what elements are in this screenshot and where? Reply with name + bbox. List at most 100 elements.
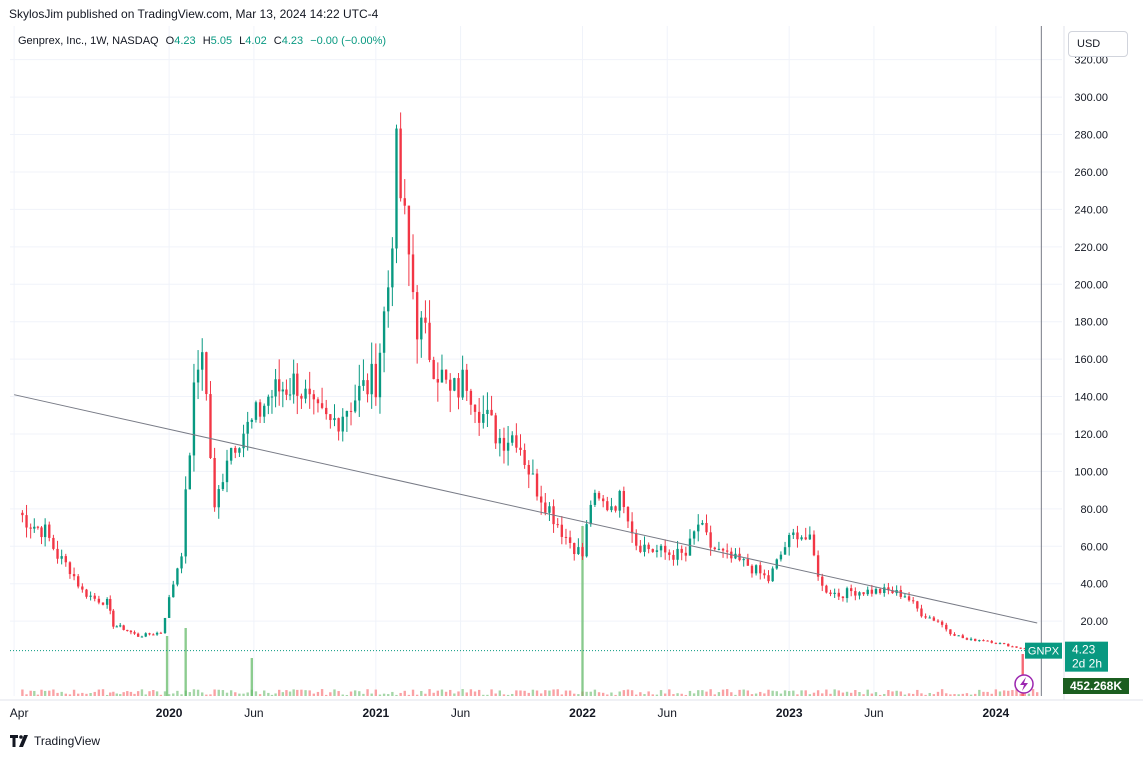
volume-bar [692, 693, 696, 696]
volume-bar [229, 690, 233, 696]
volume-bar [539, 693, 543, 696]
candle-body [912, 600, 915, 602]
candle-body [105, 598, 109, 605]
volume-bar [874, 692, 878, 696]
candle-body [68, 562, 72, 575]
volume-bar [122, 692, 125, 696]
candle-body [903, 596, 907, 598]
volume-bar [651, 694, 654, 696]
volume-bar [148, 691, 151, 696]
candle-body [281, 389, 285, 392]
volume-bar [808, 694, 812, 696]
volume-bar [288, 691, 292, 696]
legend-high-value: 5.05 [210, 35, 233, 47]
volume-bar [680, 693, 683, 696]
chart-canvas[interactable]: 20.00 40.00 60.00 80.00 100.00 120.00 140.00 16… [0, 26, 1143, 726]
footer-brand[interactable]: TradingView [10, 734, 100, 748]
y-tick-label: 80.00 [1080, 504, 1108, 516]
candle-body [115, 626, 118, 628]
volume-bar [800, 690, 803, 696]
volume-bar [854, 690, 857, 696]
candle-body [713, 547, 716, 550]
candle-body [21, 512, 24, 516]
volume-bar [152, 690, 155, 696]
volume-bar [395, 694, 398, 696]
publisher-line: SkylosJim published on TradingView.com, … [9, 7, 379, 21]
candle-body [630, 521, 634, 534]
volume-bar [986, 691, 989, 696]
volume-bar [936, 691, 940, 696]
candle-body [258, 402, 262, 417]
candle-body [424, 317, 427, 323]
candle-body [535, 473, 539, 497]
candle-body [1011, 646, 1014, 648]
volume-bar [812, 692, 816, 696]
y-tick-label: 260.00 [1074, 167, 1108, 179]
candle-body [85, 589, 88, 597]
volume-bar [119, 694, 122, 696]
candle-body [837, 592, 840, 597]
x-tick-label: 2020 [156, 706, 183, 720]
candle-body [564, 536, 568, 538]
volume-bar [775, 691, 778, 696]
candle-body [990, 641, 993, 643]
volume-bar [754, 693, 758, 696]
candle-body [192, 382, 196, 456]
candle-body [217, 489, 220, 508]
volume-bar [701, 690, 704, 696]
candle-body [639, 545, 642, 552]
volume-bar [144, 694, 147, 696]
candle-body [64, 556, 67, 563]
candle-body [176, 568, 179, 585]
candle-body [494, 415, 497, 444]
volume-bar [285, 690, 288, 696]
candle-body [60, 556, 63, 559]
volume-bar [36, 694, 40, 696]
volume-bar [568, 690, 572, 696]
volume-bar [870, 693, 874, 696]
legend-low-key: L [239, 35, 246, 47]
volume-bar [928, 692, 931, 696]
volume-bar [325, 694, 328, 696]
volume-bar [225, 692, 229, 696]
volume-bar [89, 693, 92, 696]
candle-body [152, 634, 155, 636]
volume-bar [643, 694, 646, 696]
axes: 20.00 40.00 60.00 80.00 100.00 120.00 140.00 16… [0, 26, 1143, 720]
candle-body [816, 555, 820, 577]
trendline-layer [14, 26, 1042, 696]
candle-body [457, 378, 460, 398]
currency-button[interactable]: USD [1068, 31, 1128, 57]
volume-bar [787, 691, 791, 696]
volume-bar [192, 689, 196, 696]
volume-bar [420, 690, 423, 696]
volume-bar [428, 689, 431, 696]
candle-body [511, 435, 514, 443]
symbol-badge[interactable] [1025, 642, 1062, 659]
chart-area[interactable]: 20.00 40.00 60.00 80.00 100.00 120.00 140.00 16… [0, 26, 1143, 726]
candle-body [779, 554, 783, 560]
volume-bar [833, 689, 836, 696]
volume-bar [738, 689, 741, 696]
candle-body [337, 418, 340, 432]
volume-bar [535, 690, 539, 696]
candle-body [292, 373, 295, 395]
candle-body [126, 629, 129, 631]
volume-bar [68, 694, 72, 696]
legend-open-value: 4.23 [174, 35, 196, 47]
candle-body [163, 617, 167, 633]
candle-body [796, 532, 799, 540]
candle-body [1007, 643, 1010, 647]
candle-body [883, 587, 886, 594]
volume-bar [21, 689, 24, 696]
volume-bar [56, 692, 59, 696]
volume-bar [415, 694, 419, 696]
candle-body [622, 491, 626, 508]
lightning-icon[interactable] [1014, 674, 1034, 694]
candle-body [965, 638, 969, 640]
volume-bar [205, 694, 208, 696]
volume-bar [531, 689, 535, 696]
candle-body [610, 506, 613, 511]
trendline[interactable] [14, 394, 1038, 624]
volume-bar [258, 694, 262, 696]
